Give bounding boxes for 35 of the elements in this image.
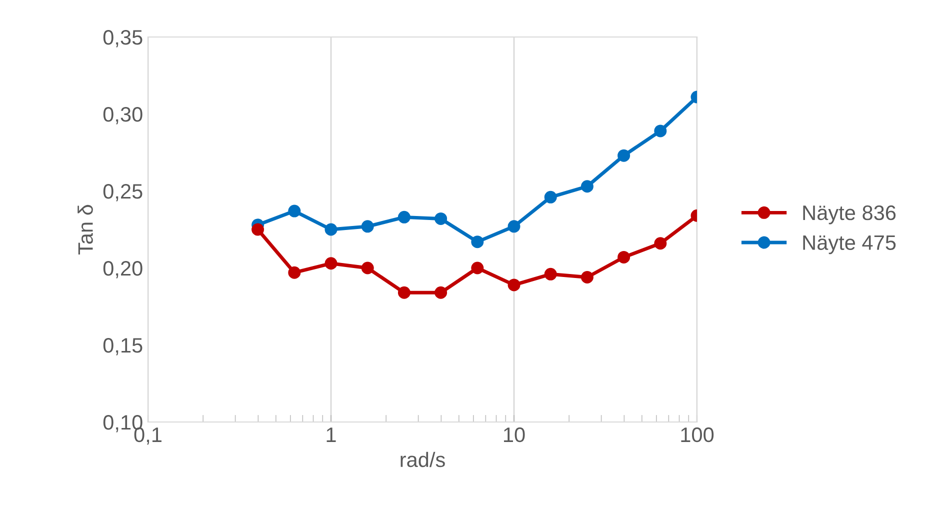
point [361,220,374,233]
x-tick-label: 10 [504,427,525,442]
point [288,204,301,218]
point [544,190,557,204]
point [508,278,520,292]
y-tick-label: 0,30 [103,107,142,124]
point [361,262,374,274]
point [544,268,557,280]
point [288,266,301,279]
legend-label: Näyte 836 [803,205,896,224]
point [398,286,410,299]
point [324,257,338,270]
y-tick-label: 0,25 [103,184,142,202]
point [324,223,338,236]
point [580,270,594,284]
point [618,149,630,162]
point [508,220,520,233]
point [471,236,484,248]
point [398,210,410,224]
point [580,180,594,193]
point [618,250,630,264]
y-tick-label: 0,20 [103,261,142,278]
x-tick-label: 1 [326,428,336,442]
legend-label: Näyte 475 [803,235,896,254]
point [654,124,667,138]
y-axis-title: Tan δ [78,204,93,255]
y-tick-label: 0,15 [103,338,142,356]
point [654,237,667,250]
x-tick-label: 100 [681,427,714,442]
point [434,286,448,299]
point [252,223,264,236]
point [471,262,484,274]
x-axis-title: rad/s [400,452,445,468]
point [434,212,448,225]
y-tick-label: 0,35 [103,30,142,48]
